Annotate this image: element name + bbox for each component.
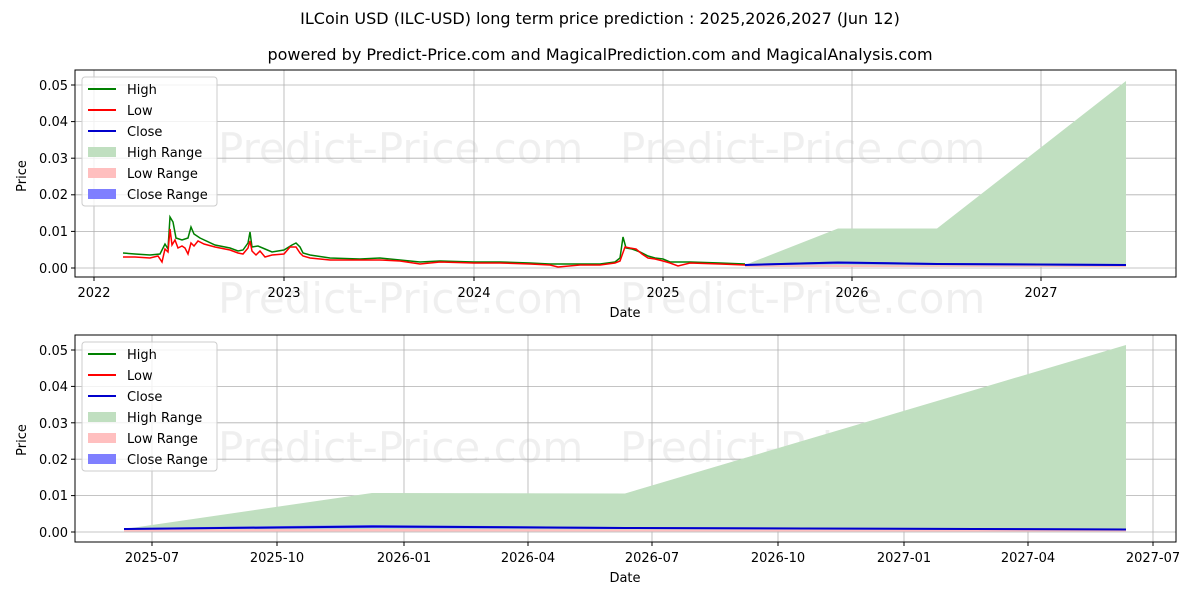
top-chart: Predict-Price.com Predict-Price.com Pred… [15,69,1177,323]
y-tick-label: 0.04 [39,380,68,395]
y-tick-label: 0.01 [39,225,68,240]
x-tick-label: 2025 [646,286,679,301]
legend-item: Low Range [127,167,198,182]
x-tick-label: 2026-07 [625,551,679,566]
legend-close-range-swatch [88,189,116,199]
y-tick-label: 0.02 [39,453,68,468]
legend-low-range-swatch [88,433,116,443]
y-tick-label: 0.04 [39,115,68,130]
chart-title: ILCoin USD (ILC-USD) long term price pre… [300,9,900,28]
low-range-area [124,529,1126,532]
high-range-area [124,345,1126,531]
chart-subtitle: powered by Predict-Price.com and Magical… [267,45,933,64]
legend-item: High Range [127,411,202,426]
watermark: Predict-Price.com [218,124,583,173]
legend-item: Close [127,125,162,140]
x-axis-label: Date [609,571,640,586]
x-tick-label: 2024 [457,286,490,301]
legend-item: Close Range [127,453,208,468]
y-tick-label: 0.03 [39,417,68,432]
y-axis-label: Price [15,160,30,192]
close-line [123,525,1127,531]
watermark: Predict-Price.com [620,274,985,323]
legend-item: Low [127,369,153,384]
top-legend: High Low Close High Range Low Range Clos… [81,76,218,207]
x-tick-label: 2022 [77,286,110,301]
legend-item: Close Range [127,188,208,203]
y-axis-label: Price [15,424,30,456]
x-tick-label: 2026-04 [501,551,555,566]
y-tick-label: 0.01 [39,489,68,504]
watermark: Predict-Price.com [218,274,583,323]
watermark: Predict-Price.com [218,423,583,472]
legend-item: High [127,348,157,363]
low-line [123,228,746,268]
low-range-area [745,265,1126,267]
legend-item: Low Range [127,432,198,447]
legend-close-range-swatch [88,454,116,464]
watermark: Predict-Price.com [620,124,985,173]
y-tick-label: 0.05 [39,79,68,94]
y-tick-label: 0.03 [39,152,68,167]
x-tick-label: 2027 [1024,286,1057,301]
x-tick-label: 2026 [835,286,868,301]
x-axis-label: Date [609,306,640,321]
high-range-area [745,81,1126,266]
bottom-axes-frame [74,334,1177,543]
x-tick-label: 2025-10 [250,551,304,566]
legend-high-range-swatch [88,147,116,157]
x-tick-label: 2027-04 [1001,551,1055,566]
legend-item: High [127,83,157,98]
top-axes-frame [74,69,1177,278]
x-tick-label: 2023 [267,286,300,301]
y-tick-label: 0.05 [39,344,68,359]
legend-low-range-swatch [88,168,116,178]
legend-item: Close [127,390,162,405]
y-tick-label: 0.00 [39,262,68,277]
x-tick-label: 2026-01 [377,551,431,566]
bottom-legend: High Low Close High Range Low Range Clos… [81,341,218,472]
legend-item: Low [127,104,153,119]
legend-high-range-swatch [88,412,116,422]
bottom-chart: Predict-Price.com Predict-Price.com [15,334,1180,586]
legend-item: High Range [127,146,202,161]
close-line [744,261,1127,266]
y-tick-label: 0.00 [39,526,68,541]
x-tick-label: 2027-07 [1126,551,1180,566]
y-tick-label: 0.02 [39,188,68,203]
x-tick-label: 2027-01 [877,551,931,566]
x-tick-label: 2025-07 [125,551,179,566]
high-line [122,214,746,265]
x-tick-label: 2026-10 [751,551,805,566]
